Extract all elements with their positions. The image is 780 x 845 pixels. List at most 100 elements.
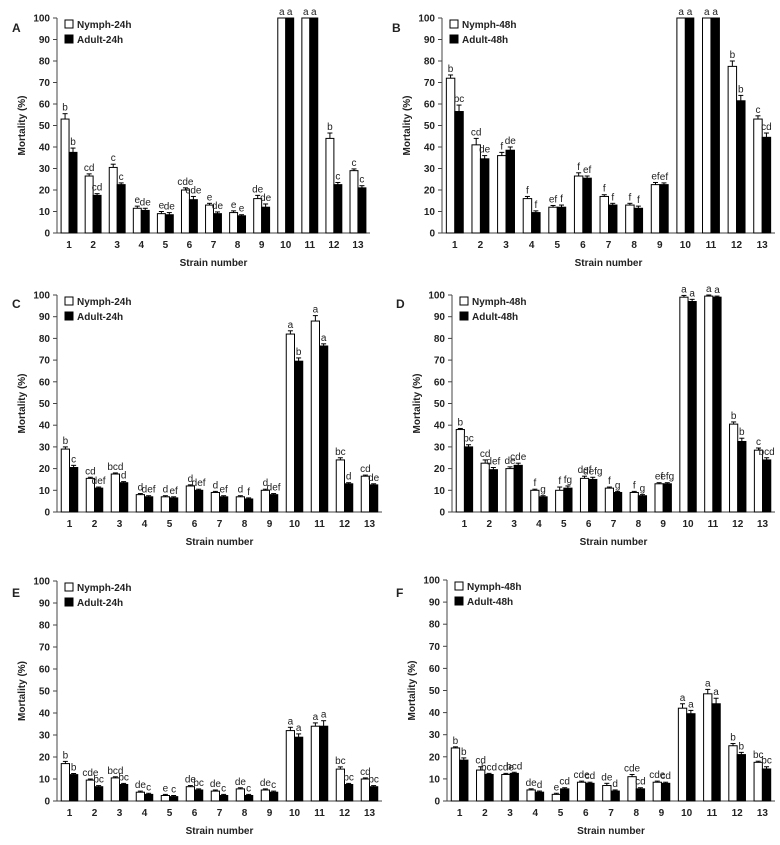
significance-letter: d [121,471,127,482]
legend-swatch [64,19,74,29]
significance-letter: f [534,200,537,211]
bar [116,184,126,234]
significance-letter: b [458,417,464,428]
chart-panel-d: D 0 10 20 30 40 50 60 70 80 90 100 Mortality (%) Stra… [396,284,775,548]
x-tick-label: 13 [352,240,364,251]
significance-letter: bc [118,772,129,783]
significance-letter: a [313,305,319,316]
bar [301,17,311,234]
bar [463,446,474,513]
bar [548,206,558,234]
bar [68,151,78,234]
significance-letter: cd [360,767,371,778]
bar [659,184,669,234]
bar [156,213,166,234]
significance-letter: bcd [759,447,775,458]
legend-swatch [454,596,464,606]
legend-label: Adult-48h [467,597,513,608]
y-axis-label: Mortality (%) [17,661,28,721]
bar [505,468,515,513]
y-tick-label: 70 [39,643,51,654]
y-tick-label: 90 [39,312,51,323]
y-tick-label: 90 [429,598,441,609]
bar [488,469,498,513]
bar [538,496,548,513]
significance-letter: de [368,473,380,484]
bar [310,320,320,513]
bar [588,478,598,513]
significance-letter: f [526,185,529,196]
significance-letter: d [138,483,144,494]
y-tick-label: 0 [44,229,50,240]
significance-letter: f [560,194,563,205]
x-tick-label: 9 [657,240,663,251]
significance-letter: d [163,485,169,496]
bar [210,790,220,802]
bar [736,100,746,234]
bar [677,707,688,802]
x-tick-label: 11 [314,519,325,530]
y-tick-label: 50 [434,399,446,410]
significance-letter: de [504,456,516,467]
significance-letter: de [505,136,517,147]
bar [219,496,229,513]
significance-letter: a [288,320,294,331]
x-tick-label: 7 [608,808,614,819]
legend-label: Nymph-48h [462,20,516,31]
significance-letter: def [486,457,500,468]
bar [480,462,490,513]
y-tick-label: 90 [434,312,446,323]
significance-letter: de [210,779,222,790]
y-tick-label: 90 [39,599,51,610]
significance-letter: f [247,487,250,498]
significance-letter: cd [585,771,596,782]
significance-letter: cde [574,770,591,781]
x-tick-label: 7 [211,240,217,251]
panel-label: C [12,297,21,311]
x-tick-label: 11 [314,808,325,819]
bar [210,491,220,513]
significance-letter: g [640,484,646,495]
bar [132,207,142,234]
x-tick-label: 12 [328,240,340,251]
x-tick-label: 1 [462,519,468,530]
legend-swatch [449,34,459,44]
significance-letter: def [267,483,281,494]
significance-letter: a [288,716,294,727]
bar [69,774,79,802]
significance-letter: a [321,710,327,721]
y-axis-label: Mortality (%) [17,374,28,434]
x-tick-label: 5 [163,240,169,251]
bar [119,482,129,513]
significance-letter: b [739,427,745,438]
panel-label: F [396,586,403,600]
bar [602,785,612,802]
x-tick-label: 2 [486,519,492,530]
significance-letter: cde [498,762,515,773]
significance-letter: a [287,7,293,18]
significance-letter: cd [471,127,482,138]
significance-letter: ef [169,486,178,497]
x-tick-label: 4 [138,240,144,251]
bar [703,693,713,802]
significance-letter: bcd [506,761,522,772]
y-tick-label: 0 [44,797,50,808]
x-tick-label: 6 [580,240,586,251]
x-tick-label: 7 [217,519,223,530]
bar [244,795,254,802]
x-tick-label: 3 [117,808,123,819]
bar [60,763,70,802]
y-tick-label: 50 [39,687,51,698]
significance-letter: d [188,474,194,485]
x-tick-label: 1 [67,519,73,530]
bar [213,213,222,234]
significance-letter: b [63,436,69,447]
bar [702,17,712,234]
x-tick-label: 13 [757,240,769,251]
bar [650,184,661,234]
significance-letter: b [730,50,736,61]
significance-letter: a [279,7,285,18]
y-tick-label: 50 [39,121,51,132]
x-axis-label: Strain number [186,537,254,548]
